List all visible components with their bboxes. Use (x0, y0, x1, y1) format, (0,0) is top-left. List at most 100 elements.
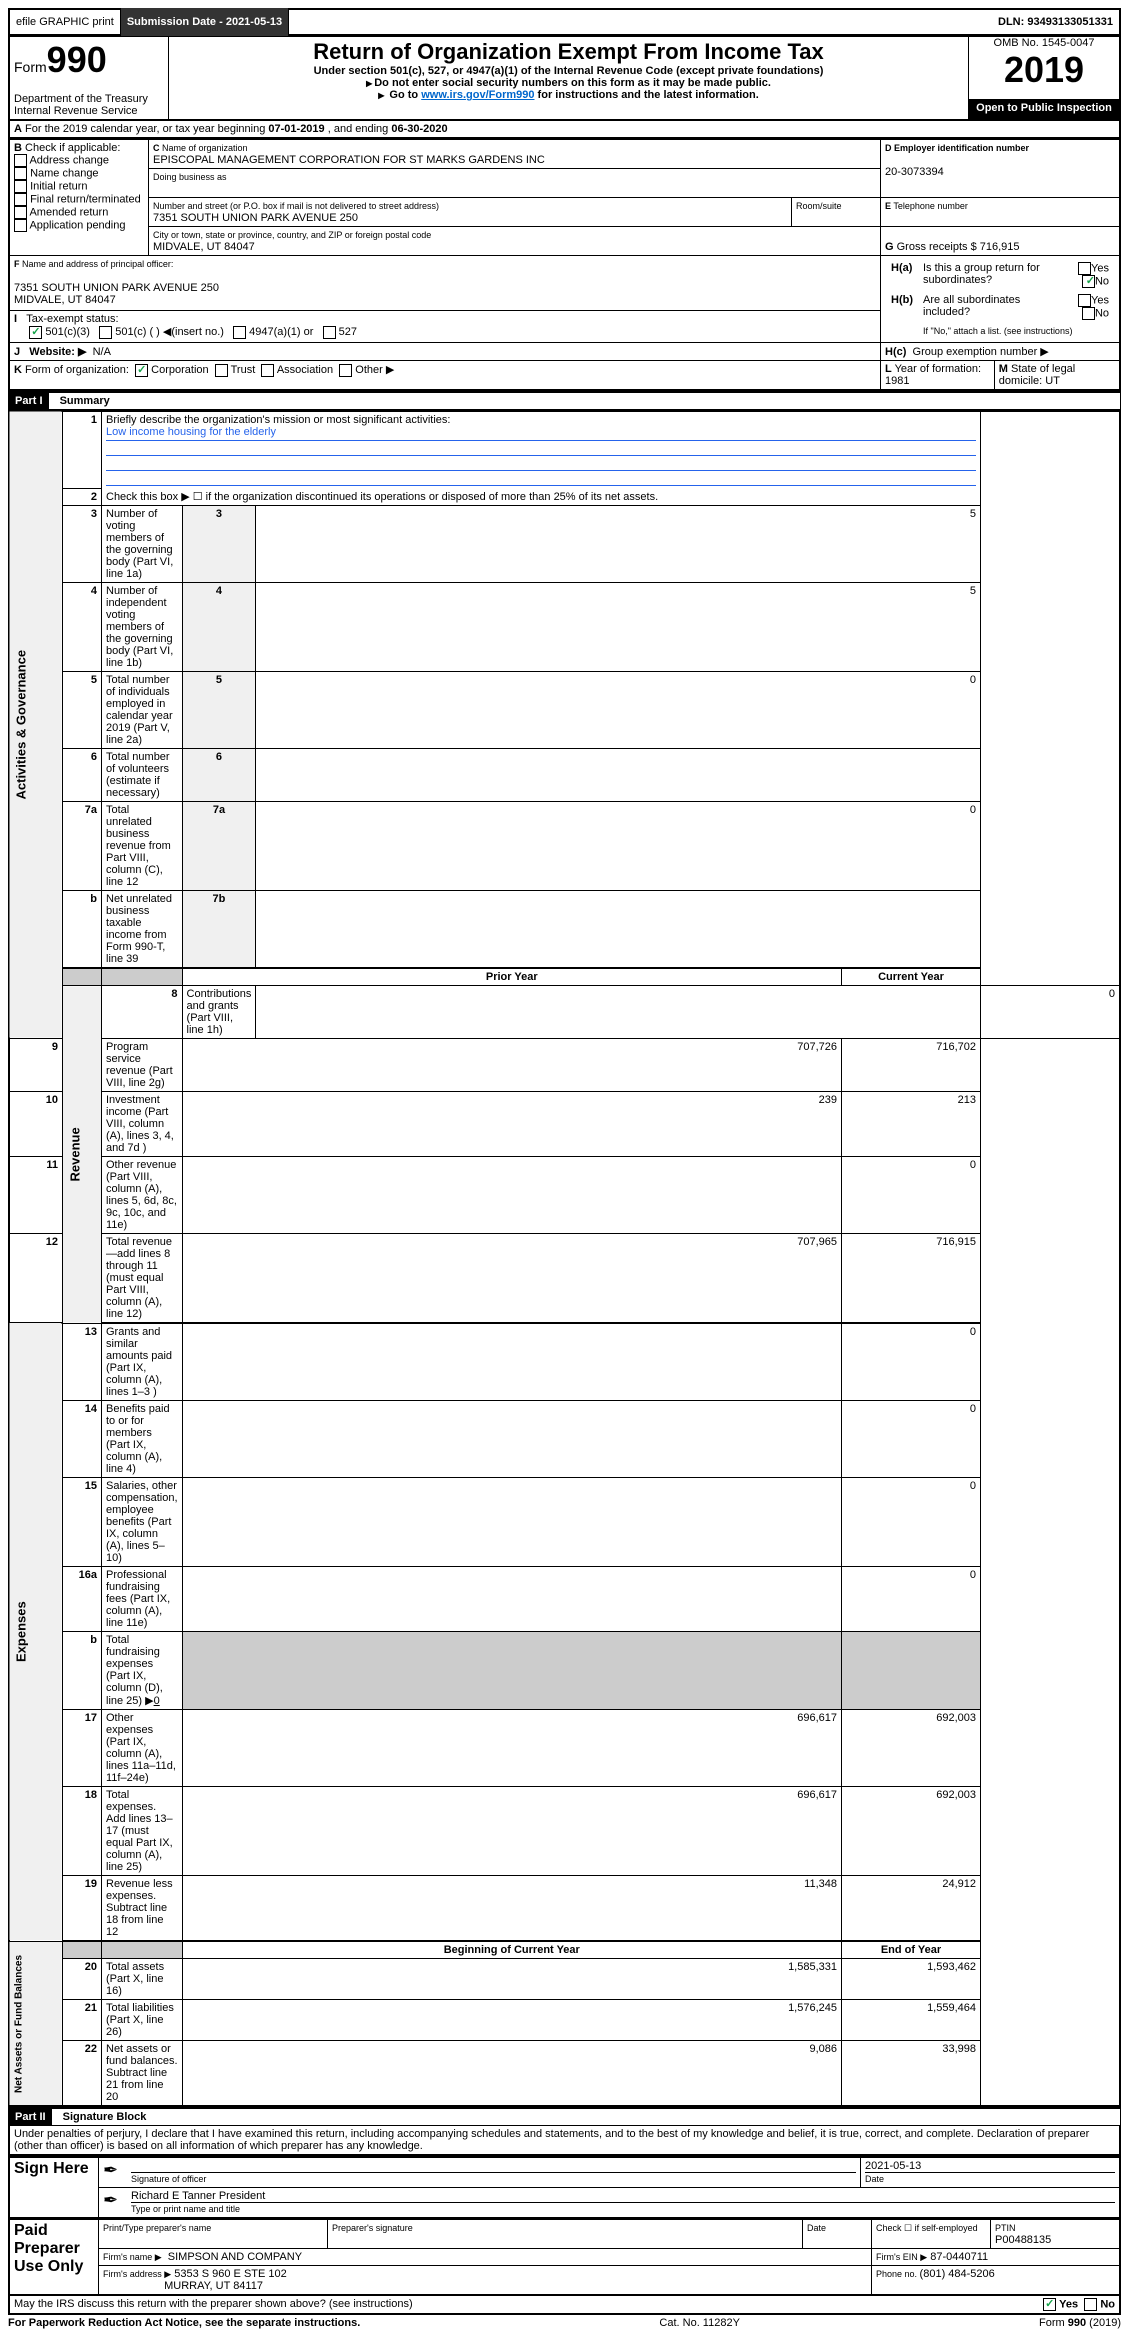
p11 (182, 1157, 841, 1234)
check-trust[interactable] (215, 364, 228, 377)
line16b: Total fundraising expenses (Part IX, col… (102, 1632, 183, 1710)
p8 (256, 986, 981, 1039)
footer-right: Form 990 (2019) (1039, 2317, 1121, 2329)
form-header: Form990 Department of the Treasury Inter… (8, 36, 1121, 121)
ha-no[interactable] (1082, 275, 1095, 288)
line14: Benefits paid to or for members (Part IX… (102, 1401, 183, 1478)
check-other[interactable] (339, 364, 352, 377)
check-assoc[interactable] (261, 364, 274, 377)
check-501c3[interactable] (29, 326, 42, 339)
dba-label: Doing business as (153, 172, 227, 182)
check-address-change[interactable] (14, 154, 27, 167)
tab-activities: Activities & Governance (9, 411, 63, 1039)
p20: 1,585,331 (182, 1959, 841, 2000)
domicile: UT (1045, 375, 1060, 387)
c18: 692,003 (842, 1787, 981, 1876)
check-corp[interactable] (135, 364, 148, 377)
val7a: 0 (256, 802, 981, 891)
form-title: Return of Organization Exempt From Incom… (173, 39, 964, 65)
line13: Grants and similar amounts paid (Part IX… (102, 1323, 183, 1401)
firm-addr-label: Firm's address ▶ (103, 2269, 171, 2279)
p14 (182, 1401, 841, 1478)
hb-yes[interactable] (1078, 294, 1091, 307)
city-state-zip: MIDVALE, UT 84047 (153, 241, 255, 253)
pen-icon-2: ✒ (99, 2188, 128, 2219)
ha-label: Is this a group return for subordinates? (919, 260, 1062, 290)
line8: Contributions and grants (Part VIII, lin… (182, 986, 256, 1039)
discuss-yes[interactable] (1043, 2298, 1056, 2311)
hdr-end: End of Year (842, 1941, 981, 1959)
tab-netassets: Net Assets or Fund Balances (9, 1941, 63, 2106)
officer-addr1: 7351 SOUTH UNION PARK AVENUE 250 (14, 282, 219, 294)
irs-link[interactable]: www.irs.gov/Form990 (421, 89, 534, 101)
sig-date: 2021-05-13 (865, 2160, 1115, 2173)
line10: Investment income (Part VIII, column (A)… (102, 1092, 183, 1157)
paid-preparer-label: PaidPreparerUse Only (9, 2220, 99, 2296)
addr-label: Number and street (or P.O. box if mail i… (153, 201, 439, 211)
org-name-label: Name of organization (162, 143, 248, 153)
website-label: Website: ▶ (29, 346, 86, 358)
tab-revenue: Revenue (63, 986, 102, 1324)
hb-note: If "No," attach a list. (see instruction… (919, 324, 1113, 338)
website-value: N/A (93, 346, 111, 358)
ha-yes[interactable] (1078, 262, 1091, 275)
check-name-change[interactable] (14, 167, 27, 180)
ein-value: 20-3073394 (885, 166, 944, 178)
sign-here-label: Sign Here (9, 2157, 99, 2218)
pen-icon: ✒ (99, 2157, 128, 2188)
omb-number: OMB No. 1545-0047 (969, 37, 1119, 49)
line19: Revenue less expenses. Subtract line 18 … (102, 1876, 183, 1942)
check-final-return[interactable] (14, 193, 27, 206)
part1-header: Part I Summary (8, 391, 1121, 410)
c8: 0 (981, 986, 1121, 1039)
ptin-label: PTIN (995, 2223, 1016, 2233)
line6: Total number of volunteers (estimate if … (102, 749, 183, 802)
discuss-no[interactable] (1084, 2298, 1097, 2311)
year-formation-label: Year of formation: (895, 363, 981, 375)
check-amended[interactable] (14, 206, 27, 219)
form-number: 990 (47, 39, 107, 80)
line20: Total assets (Part X, line 16) (102, 1959, 183, 2000)
sig-date-label: Date (865, 2174, 884, 2184)
c13: 0 (842, 1323, 981, 1401)
prep-name-label: Print/Type preparer's name (103, 2223, 211, 2233)
line21: Total liabilities (Part X, line 26) (102, 2000, 183, 2041)
line4: Number of independent voting members of … (102, 583, 183, 672)
open-public-badge: Open to Public Inspection (969, 100, 1121, 120)
hb-no[interactable] (1082, 307, 1095, 320)
firm-ein: 87-0440711 (930, 2251, 988, 2263)
check-501c[interactable] (99, 326, 112, 339)
check-app-pending[interactable] (14, 219, 27, 232)
check-initial-return[interactable] (14, 180, 27, 193)
line1-label: Briefly describe the organization's miss… (106, 414, 450, 426)
efile-label: efile GRAPHIC print (10, 8, 121, 36)
officer-name: Richard E Tanner President (131, 2190, 1115, 2203)
line11: Other revenue (Part VIII, column (A), li… (102, 1157, 183, 1234)
line16a: Professional fundraising fees (Part IX, … (102, 1567, 183, 1632)
check-4947[interactable] (233, 326, 246, 339)
tab-expenses: Expenses (9, 1323, 63, 1941)
check-527[interactable] (323, 326, 336, 339)
perjury-statement: Under penalties of perjury, I declare th… (8, 2126, 1121, 2156)
line17: Other expenses (Part IX, column (A), lin… (102, 1710, 183, 1787)
street-address: 7351 SOUTH UNION PARK AVENUE 250 (153, 212, 358, 224)
p18: 696,617 (182, 1787, 841, 1876)
year-formation: 1981 (885, 375, 909, 387)
form-note-link: Go to www.irs.gov/Form990 for instructio… (173, 89, 964, 101)
c15: 0 (842, 1478, 981, 1567)
footer-mid: Cat. No. 11282Y (659, 2317, 740, 2329)
line5: Total number of individuals employed in … (102, 672, 183, 749)
p17: 696,617 (182, 1710, 841, 1787)
sig-officer-label: Signature of officer (131, 2174, 206, 2184)
officer-addr2: MIDVALE, UT 84047 (14, 294, 116, 306)
officer-label: Name and address of principal officer: (22, 259, 173, 269)
c9: 716,702 (842, 1039, 981, 1092)
c20: 1,593,462 (842, 1959, 981, 2000)
discuss-row: May the IRS discuss this return with the… (8, 2296, 1121, 2315)
p19: 11,348 (182, 1876, 841, 1942)
self-employed-label: Check ☐ if self-employed (876, 2223, 978, 2233)
hdr-prior: Prior Year (182, 968, 841, 986)
val7b (256, 891, 981, 969)
top-bar: efile GRAPHIC print Submission Date - 20… (8, 8, 1121, 36)
line9: Program service revenue (Part VIII, line… (102, 1039, 183, 1092)
